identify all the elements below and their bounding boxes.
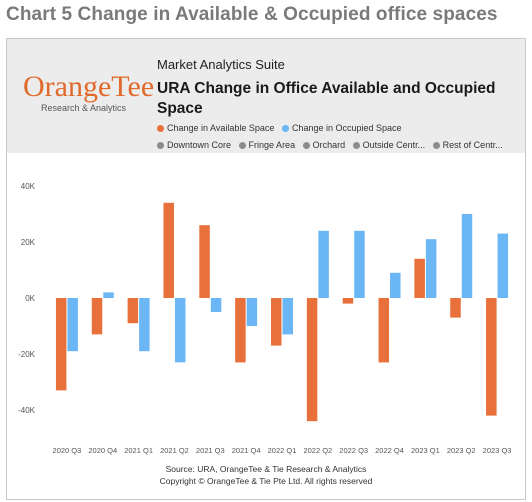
legend-marker-icon [157,142,164,149]
legend-label: Downtown Core [167,140,232,150]
bar-available [127,298,139,324]
legend-label: Change in Occupied Space [291,123,402,133]
legend-item-outside-central[interactable]: Outside Centr... [352,140,426,150]
bar-available [450,298,461,318]
bar-occupied [139,298,150,352]
suite-name: Market Analytics Suite [157,57,285,72]
y-tick-label: 20K [21,238,36,247]
legend-item-rest-of-central[interactable]: Rest of Centr... [432,140,503,150]
bar-occupied [210,298,222,312]
source-text: Source: URA, OrangeTee & Tie Research & … [165,464,367,474]
x-tick-label: 2023 Q3 [483,446,512,455]
bar-available [235,298,246,363]
x-tick-label: 2021 Q2 [160,446,189,455]
x-tick-label: 2020 Q4 [88,446,117,455]
y-tick-label: 0K [25,294,35,303]
bar-occupied [354,230,365,298]
legend-marker-icon [238,142,246,149]
bar-available [199,225,210,298]
x-tick-label: 2021 Q4 [232,446,261,455]
logo-tagline: Research & Analytics [41,103,127,113]
bar-occupied [461,214,473,298]
bar-available [271,298,282,346]
bar-occupied [103,292,114,298]
region-legend: Downtown Core Fringe Area Orchard Outsid… [157,140,503,150]
x-tick-label: 2020 Q3 [53,446,82,455]
chart-header: OrangeTee Research & Analytics Market An… [7,39,525,153]
bar-available [55,298,67,391]
legend-item-fringe-area[interactable]: Fringe Area [238,140,296,150]
legend-marker-icon [302,142,310,149]
bar-available [342,298,354,304]
bar-available [378,298,390,363]
logo-wordmark: OrangeTee [23,70,155,103]
copyright-text: Copyright © OrangeTee & Tie Pte Ltd. All… [159,476,373,486]
legend-label: Orchard [312,140,346,150]
chart-title: URA Change in Office Available and Occup… [157,80,496,117]
legend-item-available[interactable]: Change in Available Space [157,123,274,133]
legend-item-occupied[interactable]: Change in Occupied Space [281,123,402,133]
bar-occupied [246,298,258,326]
legend-marker-icon [281,125,289,132]
bar-available [163,202,174,298]
y-tick-label: -20K [18,350,36,359]
bar-occupied [390,272,401,298]
legend-label: Rest of Centr... [442,140,503,150]
bar-available [91,298,103,335]
bar-occupied [282,298,293,335]
legend-label: Outside Centr... [362,140,426,150]
x-tick-label: 2022 Q1 [268,446,297,455]
x-tick-label: 2023 Q1 [411,446,440,455]
bar-available [486,298,497,416]
legend-marker-icon [352,142,360,149]
x-tick-label: 2021 Q3 [196,446,225,455]
bar-available [306,298,318,422]
y-tick-label: -40K [18,406,36,415]
page-title: Chart 5 Change in Available & Occupied o… [6,4,498,25]
x-tick-label: 2022 Q3 [339,446,368,455]
chart-source-note: Source: URA, OrangeTee & Tie Research & … [7,463,525,487]
legend-marker-icon [432,142,440,149]
bar-occupied [67,298,78,352]
legend-label: Fringe Area [248,140,296,150]
x-tick-label: 2022 Q2 [303,446,332,455]
x-tick-label: 2022 Q4 [375,446,404,455]
bar-occupied [174,298,186,363]
bar-chart-plot: -40K -20K 0K 20K 40K 2020 Q3 2020 Q4 2021 Q1 202… [18,182,512,455]
y-tick-label: 40K [21,182,36,191]
bar-available [414,258,425,298]
bar-occupied [425,239,437,298]
bar-occupied [318,230,329,298]
orangetee-logo: OrangeTee Research & Analytics [23,70,155,114]
legend-item-orchard[interactable]: Orchard [302,140,346,150]
series-legend: Change in Available Space Change in Occu… [157,123,407,133]
legend-item-downtown-core[interactable]: Downtown Core [157,140,231,150]
x-tick-label: 2023 Q2 [447,446,476,455]
x-tick-label: 2021 Q1 [124,446,153,455]
legend-marker-icon [157,125,164,132]
legend-label: Change in Available Space [167,123,275,133]
chart-panel: OrangeTee Research & Analytics Market An… [6,38,526,500]
bar-occupied [497,233,509,298]
